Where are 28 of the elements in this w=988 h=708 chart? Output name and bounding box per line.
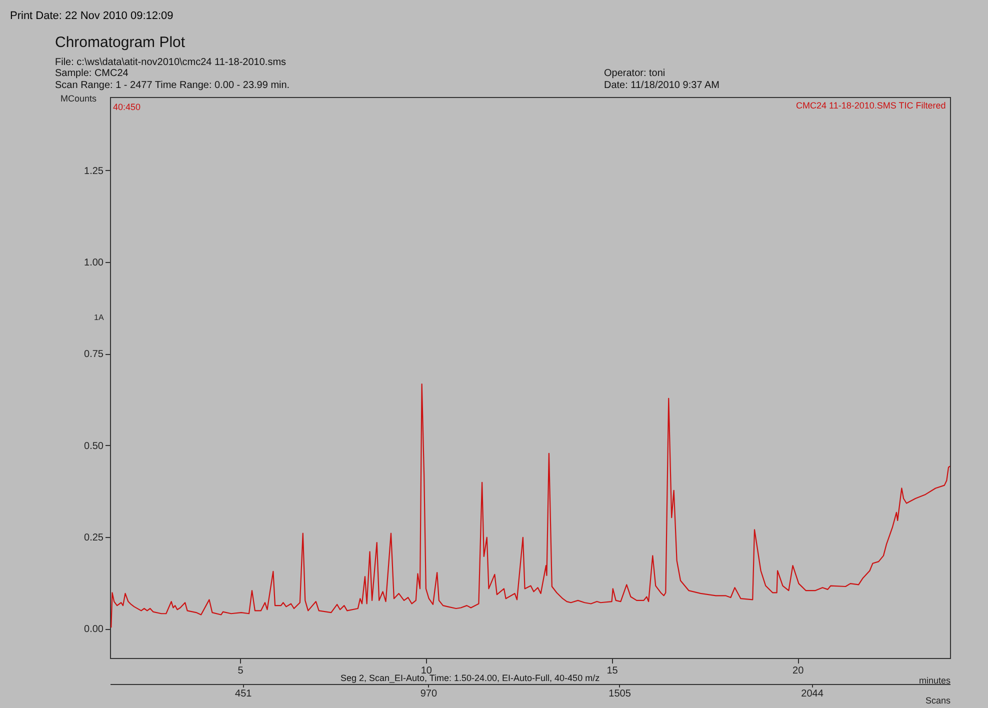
line-series bbox=[110, 384, 951, 628]
chart-title: Chromatogram Plot bbox=[55, 34, 186, 51]
y-tick-label: 0.25 bbox=[84, 532, 104, 544]
y-tick-label: 0.00 bbox=[84, 624, 104, 636]
text: CMC24 11-18-2010.SMS TIC Filtered bbox=[796, 100, 946, 110]
y-tick-label: 1.00 bbox=[84, 258, 104, 268]
x2-tick-label: 451 bbox=[235, 688, 252, 700]
y-tick-label: 1.25 bbox=[84, 166, 104, 177]
text: Date: 11/18/2010 9:37 AM bbox=[604, 80, 720, 91]
x2-tick-label: 970 bbox=[420, 688, 438, 700]
text: Scan Range: 1 - 2477 Time Range: 0.00 - 23.99 min. bbox=[55, 80, 290, 91]
text: 1A bbox=[94, 313, 104, 322]
x2-tick-label: 2044 bbox=[801, 688, 824, 700]
x-axis-title: minutes bbox=[918, 676, 951, 686]
text: Seg 2, Scan_EI-Auto, Time: 1.50-24.00, EI-Auto-Full, 40-450 m/z bbox=[340, 673, 600, 683]
annotation: 40:450 bbox=[113, 102, 141, 112]
y-tick-label: 0.50 bbox=[84, 440, 104, 452]
text: Sample: CMC24 bbox=[55, 68, 129, 79]
y-axis-title: MCounts bbox=[60, 94, 98, 104]
text: Operator: toni bbox=[604, 68, 666, 79]
x2-tick-label: 1505 bbox=[608, 688, 632, 700]
text: File: c:\ws\data\atit-nov2010\cmc24 11-18-2010.sms bbox=[55, 57, 286, 68]
x-tick-label: 15 bbox=[606, 666, 618, 676]
x-tick-label: 20 bbox=[792, 666, 804, 676]
text: Print Date: 22 Nov 2010 09:12:09 bbox=[10, 10, 174, 22]
x2-axis-title: Scans bbox=[925, 696, 951, 706]
y-tick-label: 0.75 bbox=[84, 349, 104, 360]
x-tick-label: 5 bbox=[238, 666, 244, 676]
